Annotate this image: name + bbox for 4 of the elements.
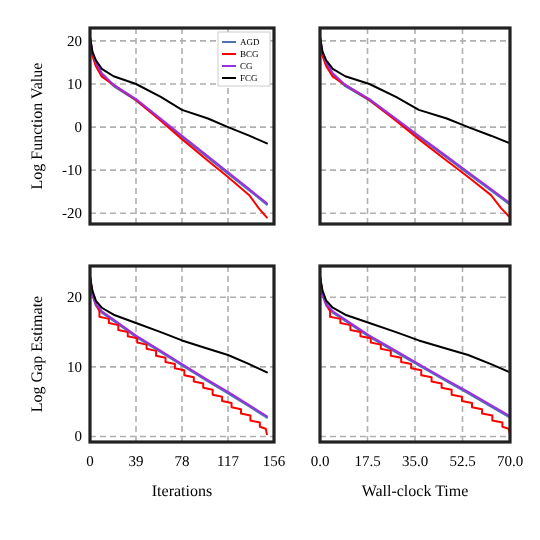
x-axis-title: Iterations — [151, 482, 213, 500]
y-axis-title: Log Function Value — [28, 61, 46, 190]
x-axis-title: Wall-clock Time — [361, 482, 470, 500]
y-axis-title: Log Gap Estimate — [28, 294, 46, 413]
